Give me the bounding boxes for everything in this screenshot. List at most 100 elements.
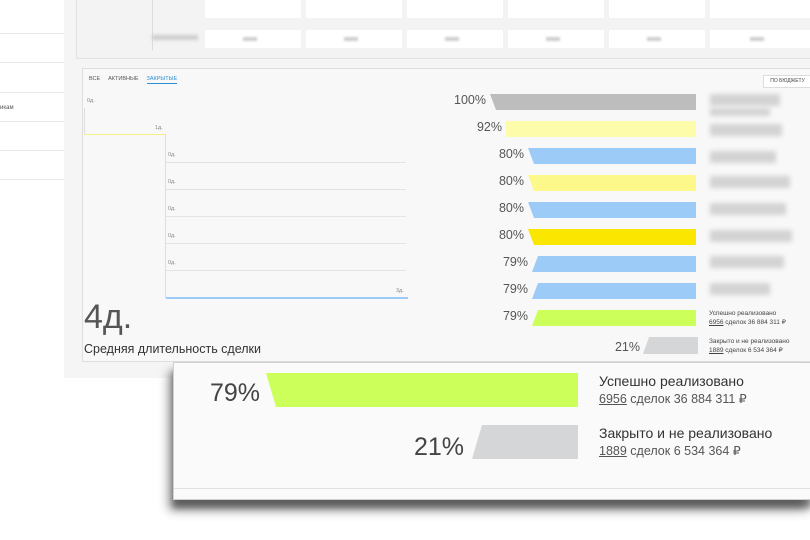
timeline-label: 0д. bbox=[168, 233, 176, 239]
table-cell bbox=[407, 30, 503, 48]
lost-bar bbox=[643, 337, 698, 354]
table-cell bbox=[609, 30, 705, 48]
blurred-stage-name bbox=[710, 108, 770, 116]
stats-table-card bbox=[76, 0, 810, 59]
avg-duration-value: 4д. bbox=[84, 298, 133, 336]
stage-bar-shape bbox=[490, 94, 696, 110]
blurred-stage-name bbox=[710, 94, 780, 106]
zoomed-summary-card: 79% Успешно реализовано 6956 сделок 36 8… bbox=[173, 362, 810, 500]
timeline-label: 0д. bbox=[168, 260, 176, 266]
lost-amount-large: сделок 6 534 364 ₽ bbox=[630, 444, 741, 458]
success-count-link-large[interactable]: 6956 bbox=[599, 392, 627, 406]
timeline-gridline bbox=[166, 162, 406, 163]
table-cell bbox=[710, 30, 810, 48]
stage-bar[interactable] bbox=[490, 94, 696, 110]
timeline-label: 1д. bbox=[155, 125, 163, 131]
stage-percent: 100% bbox=[454, 93, 486, 107]
stage-bar[interactable] bbox=[528, 148, 696, 164]
sidebar-divider bbox=[0, 33, 64, 34]
lost-bar-large bbox=[472, 425, 578, 459]
table-cell bbox=[306, 30, 402, 48]
timeline-label: 0д. bbox=[87, 98, 95, 104]
timeline-segment bbox=[166, 297, 408, 299]
sidebar-divider bbox=[0, 150, 64, 151]
stage-percent: 80% bbox=[498, 174, 524, 188]
table-cell bbox=[205, 30, 301, 48]
timeline-label: 0д. bbox=[168, 179, 176, 185]
tab-active[interactable]: АКТИВНЫЕ bbox=[108, 76, 139, 82]
stage-bar-shape bbox=[532, 256, 696, 272]
stage-bar[interactable] bbox=[528, 202, 696, 218]
lost-bar-shape-large bbox=[472, 425, 578, 459]
sidebar-divider bbox=[0, 92, 64, 93]
success-label: Успешно реализовано bbox=[709, 310, 777, 317]
stage-percent: 79% bbox=[502, 309, 528, 323]
by-budget-button[interactable]: ПО БЮДЖЕТУ bbox=[763, 75, 810, 88]
zoom-divider bbox=[174, 488, 810, 489]
sidebar-divider bbox=[0, 179, 64, 180]
table-cell bbox=[508, 0, 604, 18]
timeline-segment bbox=[84, 134, 166, 135]
blurred-stage-name bbox=[710, 203, 786, 215]
stage-bar-shape bbox=[528, 202, 696, 218]
stage-bar[interactable] bbox=[528, 175, 696, 191]
table-cell bbox=[407, 0, 503, 18]
blurred-stage-name bbox=[710, 176, 790, 188]
sidebar-divider bbox=[0, 121, 64, 122]
stage-bar-shape bbox=[532, 310, 696, 326]
table-cell bbox=[710, 0, 810, 18]
timeline-label: 0д. bbox=[168, 152, 176, 158]
stage-percent: 80% bbox=[498, 201, 524, 215]
tab-all[interactable]: ВСЕ bbox=[89, 76, 101, 82]
column-divider bbox=[152, 0, 153, 50]
lost-percent-large: 21% bbox=[414, 433, 465, 461]
blurred-stage-name bbox=[710, 124, 782, 136]
stage-bar-shape bbox=[528, 148, 696, 164]
lost-count-link-large[interactable]: 1889 bbox=[599, 444, 627, 458]
lost-count-link[interactable]: 1889 bbox=[709, 347, 724, 354]
stage-percent: 79% bbox=[502, 255, 528, 269]
stage-percent: 92% bbox=[476, 120, 502, 134]
timeline-gridline bbox=[166, 216, 406, 217]
timeline-gridline bbox=[166, 243, 406, 244]
success-amount: сделок 36 884 311 ₽ bbox=[725, 319, 786, 326]
stage-percent: 79% bbox=[502, 282, 528, 296]
lost-label: Закрыто и не реализовано bbox=[709, 338, 790, 345]
filter-tabs: ВСЕ АКТИВНЫЕ ЗАКРЫТЫЕ bbox=[89, 76, 178, 84]
stage-percent: 80% bbox=[498, 228, 524, 242]
blurred-stage-name bbox=[710, 230, 792, 242]
lost-detail-large: 1889 сделок 6 534 364 ₽ bbox=[599, 443, 741, 458]
lost-amount: сделок 6 534 364 ₽ bbox=[725, 347, 783, 354]
sidebar-item-label[interactable]: икам bbox=[0, 105, 14, 111]
lost-label-large: Закрыто и не реализовано bbox=[599, 425, 773, 441]
stage-bar[interactable] bbox=[532, 256, 696, 272]
avg-duration-label: Средняя длительность сделки bbox=[84, 342, 262, 356]
tab-closed[interactable]: ЗАКРЫТЫЕ bbox=[146, 76, 178, 84]
stage-bar-shape bbox=[528, 175, 696, 191]
stage-bar-shape bbox=[506, 121, 696, 137]
stage-bar[interactable] bbox=[528, 229, 696, 245]
stage-percent: 80% bbox=[498, 147, 524, 161]
timeline-axis bbox=[84, 108, 85, 134]
sidebar-divider bbox=[0, 62, 64, 63]
stage-bar[interactable] bbox=[532, 283, 696, 299]
timeline-gridline bbox=[166, 189, 406, 190]
timeline-label: 3д. bbox=[396, 288, 404, 294]
stage-bar[interactable] bbox=[506, 121, 696, 137]
timeline-label: 0д. bbox=[168, 206, 176, 212]
lost-summary: Закрыто и не реализовано 1889 сделок 6 5… bbox=[709, 337, 789, 355]
stage-bar[interactable] bbox=[532, 310, 696, 326]
blurred-stage-name bbox=[710, 256, 784, 268]
table-cell bbox=[306, 0, 402, 18]
success-count-link[interactable]: 6956 bbox=[709, 319, 724, 326]
success-bar-shape bbox=[266, 373, 578, 407]
stage-bar-shape bbox=[528, 229, 696, 245]
blurred-stage-name bbox=[710, 283, 770, 295]
blurred-row-label bbox=[152, 35, 198, 40]
success-label-large: Успешно реализовано bbox=[599, 373, 744, 389]
funnel-card bbox=[82, 68, 810, 362]
success-summary: Успешно реализовано 6956 сделок 36 884 3… bbox=[709, 309, 786, 327]
sidebar: икам bbox=[0, 0, 65, 378]
table-cell bbox=[609, 0, 705, 18]
success-detail-large: 6956 сделок 36 884 311 ₽ bbox=[599, 391, 747, 406]
